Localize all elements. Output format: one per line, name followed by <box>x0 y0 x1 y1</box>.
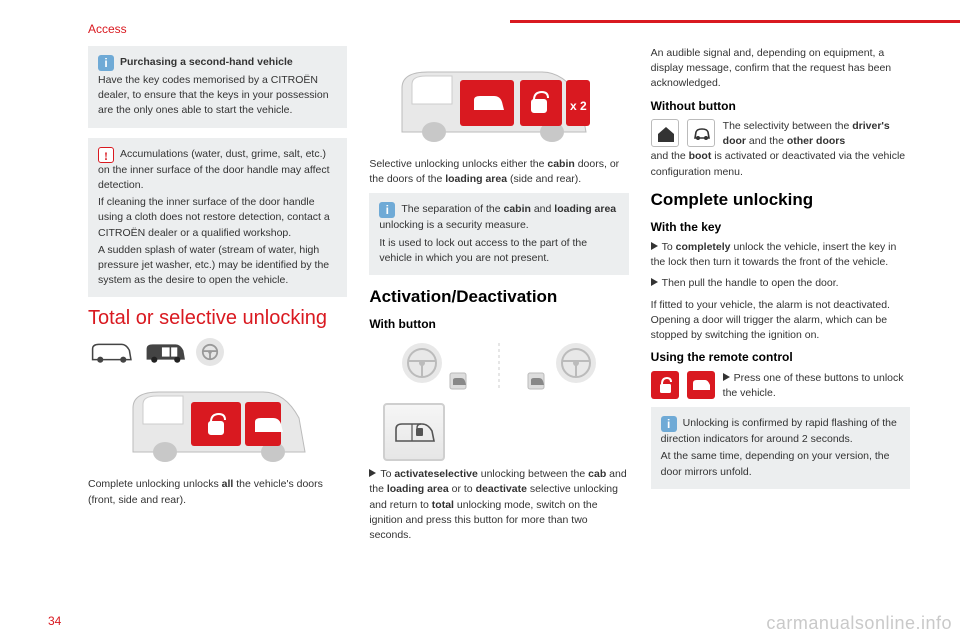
x2-label: x 2 <box>570 99 587 113</box>
selectivity-row: The selectivity between the driver's doo… <box>651 119 910 149</box>
illustration-dash-button <box>383 403 445 461</box>
caption-bold-all: all <box>222 478 234 490</box>
warning-icon: ! <box>98 147 114 163</box>
column-layout: i Purchasing a second-hand vehicle Have t… <box>88 46 910 549</box>
top-red-bar <box>510 20 960 23</box>
info-box-secondhand: i Purchasing a second-hand vehicle Have t… <box>88 46 347 128</box>
warning-box-accumulations: !Accumulations (water, dust, grime, salt… <box>88 138 347 298</box>
heading-with-key: With the key <box>651 219 910 236</box>
illustration-complete-unlock <box>103 374 333 469</box>
bullet-arrow-icon <box>651 278 658 286</box>
selectivity-text: The selectivity between the driver's doo… <box>723 119 910 149</box>
unlock-icon-row <box>88 338 347 366</box>
van-filled-icon <box>142 338 188 366</box>
instruction-activate: To activateselective unlocking between t… <box>369 467 628 543</box>
caption-complete-unlock: Complete unlocking unlocks all the vehic… <box>88 477 347 507</box>
column-3: An audible signal and, depending on equi… <box>651 46 910 549</box>
section-header: Access <box>88 22 910 36</box>
warning-box-p1: If cleaning the inner surface of the doo… <box>98 195 337 241</box>
column-2: x 2 Selective unlocking unlocks either t… <box>369 46 628 549</box>
info-box-body: It is used to lock out access to the par… <box>379 236 618 266</box>
info-box-title: Purchasing a second-hand vehicle <box>120 56 293 68</box>
heading-complete-unlocking: Complete unlocking <box>651 188 910 213</box>
heading-remote-control: Using the remote control <box>651 349 910 366</box>
bullet-arrow-icon <box>369 469 376 477</box>
steering-wheel-icon <box>196 338 224 366</box>
caption-selective-unlock: Selective unlocking unlocks either the c… <box>369 157 628 187</box>
heading-with-button: With button <box>369 316 628 333</box>
bullet-arrow-icon <box>723 373 730 381</box>
info-box-body: At the same time, depending on your vers… <box>661 449 900 479</box>
info-box-unlock-confirm: iUnlocking is confirmed by rapid flashin… <box>651 407 910 489</box>
home-icon <box>651 119 679 147</box>
remote-icons-row: Press one of these buttons to unlock the… <box>651 371 910 401</box>
info-icon: i <box>379 202 395 218</box>
car-front-icon <box>687 119 715 147</box>
watermark: carmanualsonline.info <box>766 613 952 634</box>
remote-instruction: Press one of these buttons to unlock the… <box>723 371 910 401</box>
instruction-key-1: To completely unlock the vehicle, insert… <box>651 240 910 270</box>
info-box-lead: The separation of the cabin and loading … <box>379 203 616 231</box>
heading-total-selective: Total or selective unlocking <box>88 307 347 330</box>
info-box-body: Have the key codes memorised by a CITROË… <box>98 73 337 119</box>
warning-box-p2: A sudden splash of water (stream of wate… <box>98 243 337 289</box>
selectivity-text-cont: and the boot is activated or deactivated… <box>651 149 910 179</box>
van-outline-icon <box>88 338 134 366</box>
illustration-selective-unlock: x 2 <box>384 54 614 149</box>
illustration-two-buttons <box>384 337 614 397</box>
column-1: i Purchasing a second-hand vehicle Have t… <box>88 46 347 549</box>
info-box-separation: iThe separation of the cabin and loading… <box>369 193 628 275</box>
info-box-lead: Unlocking is confirmed by rapid flashing… <box>661 417 897 445</box>
warning-box-lead: Accumulations (water, dust, grime, salt,… <box>98 148 330 191</box>
bullet-arrow-icon <box>651 242 658 250</box>
heading-activation: Activation/Deactivation <box>369 285 628 310</box>
info-icon: i <box>98 55 114 71</box>
info-icon: i <box>661 416 677 432</box>
instruction-key-2: Then pull the handle to open the door. <box>651 276 910 291</box>
paragraph-audible-signal: An audible signal and, depending on equi… <box>651 46 910 92</box>
unlock-icon <box>651 371 679 399</box>
heading-without-button: Without button <box>651 98 910 115</box>
caption-part-a: Complete unlocking unlocks <box>88 478 222 490</box>
manual-page: Access i Purchasing a second-hand vehicle… <box>0 0 960 640</box>
van-badge-icon <box>687 371 715 399</box>
page-number: 34 <box>48 614 61 628</box>
instruction-key-3: If fitted to your vehicle, the alarm is … <box>651 298 910 344</box>
